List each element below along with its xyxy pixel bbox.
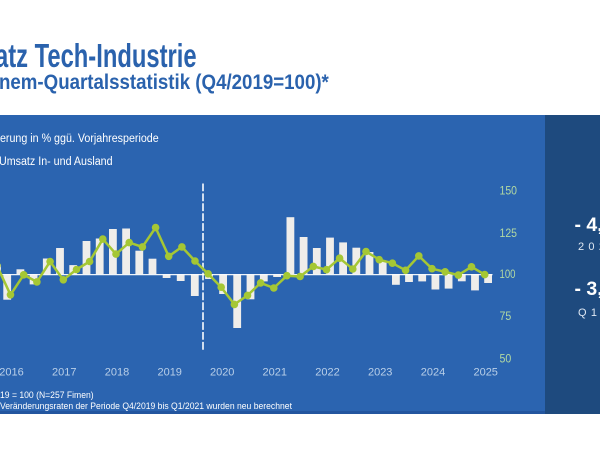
svg-text:2022: 2022: [315, 366, 339, 378]
svg-text:50: 50: [500, 352, 512, 366]
svg-text:2023: 2023: [368, 366, 392, 378]
svg-text:2020: 2020: [210, 366, 234, 378]
svg-text:2016: 2016: [0, 366, 24, 378]
svg-text:100: 100: [500, 267, 516, 281]
svg-text:2019: 2019: [157, 366, 181, 378]
svg-text:2021: 2021: [263, 366, 287, 378]
svg-text:2017: 2017: [52, 366, 76, 378]
svg-text:2025: 2025: [473, 366, 497, 378]
svg-text:150: 150: [500, 184, 518, 198]
svg-text:2018: 2018: [105, 366, 129, 378]
svg-text:2024: 2024: [421, 366, 445, 378]
svg-text:75: 75: [500, 309, 512, 323]
svg-text:125: 125: [500, 226, 518, 240]
